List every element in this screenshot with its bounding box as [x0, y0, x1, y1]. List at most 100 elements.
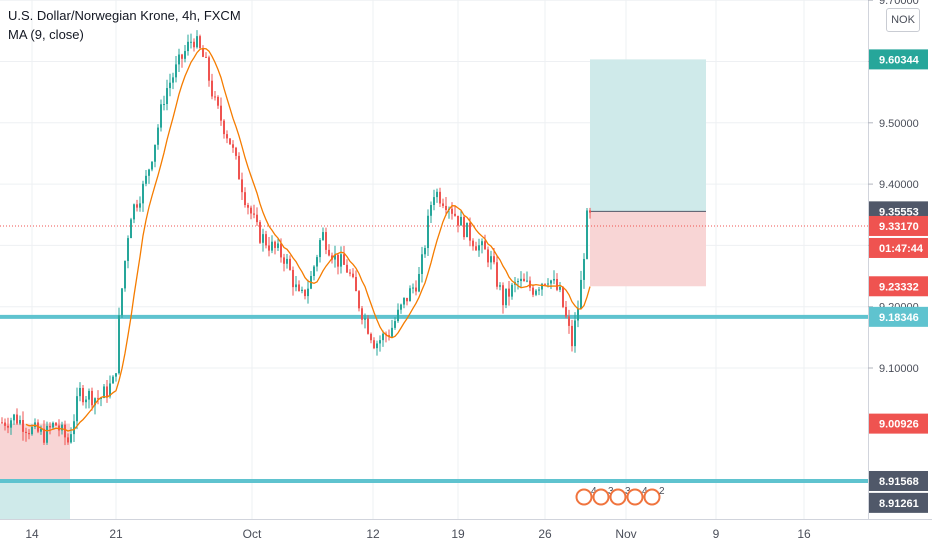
candle-body — [130, 219, 132, 239]
candle-body — [133, 204, 135, 220]
candle-body — [556, 278, 558, 290]
candle-body — [268, 245, 270, 251]
price-axis[interactable] — [868, 0, 932, 550]
candle-body — [442, 203, 444, 206]
ma-line — [25, 47, 591, 432]
candle-body — [394, 321, 396, 328]
candle-body — [124, 260, 126, 289]
candle-body — [433, 197, 435, 206]
candle-body — [256, 214, 258, 223]
candle-body — [313, 266, 315, 276]
candle-body — [145, 175, 147, 184]
candle-body — [244, 192, 246, 206]
indicator-title[interactable]: MA (9, close) — [8, 27, 84, 42]
candle-body — [217, 96, 219, 106]
candle-body — [85, 399, 87, 403]
candle-body — [304, 289, 306, 297]
candle-body — [13, 414, 15, 421]
candle-body — [298, 284, 300, 292]
price-tick-label: 9.40000 — [879, 179, 919, 191]
candle-body — [589, 210, 591, 213]
time-tick-label: 12 — [366, 527, 380, 541]
candle-body — [166, 88, 168, 105]
candle-body — [169, 82, 171, 89]
price-tick-label: 9.70000 — [879, 0, 919, 7]
candle-body — [427, 215, 429, 249]
candle-body — [265, 234, 267, 246]
event-marker-count: 3 — [608, 486, 614, 497]
candle-body — [475, 246, 477, 251]
candle-body — [577, 308, 579, 321]
event-marker-count: 3 — [625, 486, 631, 497]
candle-body — [208, 57, 210, 81]
stop-zone — [590, 211, 706, 287]
candle-body — [100, 397, 102, 399]
candle-body — [88, 390, 90, 400]
candle-body — [205, 56, 207, 58]
candle-body — [193, 41, 195, 48]
candle-body — [493, 256, 495, 263]
candle-body — [355, 276, 357, 292]
candle-body — [160, 104, 162, 128]
candle-body — [190, 41, 192, 43]
candle-body — [352, 273, 354, 277]
candle-body — [553, 278, 555, 281]
price-label-badge — [869, 492, 928, 513]
price-label-badge — [869, 413, 928, 434]
candle-body — [103, 386, 105, 398]
candle-body — [397, 309, 399, 322]
price-tick-label: 9.10000 — [879, 363, 919, 375]
candle-body — [487, 249, 489, 263]
candle-body — [430, 205, 432, 216]
candle-body — [19, 420, 21, 424]
price-label-badge — [869, 49, 928, 70]
candle-body — [517, 281, 519, 283]
candle-body — [274, 241, 276, 248]
chart-legend: U.S. Dollar/Norwegian Krone, 4h, FXCM MA… — [8, 6, 241, 44]
candle-body — [364, 318, 366, 320]
candle-body — [478, 245, 480, 251]
candle-body — [469, 222, 471, 241]
candle-body — [241, 179, 243, 193]
candle-body — [490, 256, 492, 263]
candle-body — [271, 241, 273, 251]
time-tick-label: Oct — [243, 527, 262, 541]
candle-body — [412, 287, 414, 289]
candle-body — [565, 307, 567, 317]
candle-body — [547, 283, 549, 285]
candle-body — [286, 258, 288, 264]
price-label-badge — [869, 276, 928, 297]
price-label: 8.91568 — [879, 476, 919, 488]
candle-body — [526, 280, 528, 282]
candle-body — [277, 243, 279, 248]
candle-body — [400, 304, 402, 310]
currency-button[interactable]: NOK — [886, 8, 920, 32]
price-label: 9.18346 — [879, 312, 919, 324]
symbol-title[interactable]: U.S. Dollar/Norwegian Krone, 4h, FXCM — [8, 8, 241, 23]
time-tick-label: 26 — [538, 527, 552, 541]
time-tick-label: 19 — [451, 527, 465, 541]
candle-body — [358, 291, 360, 309]
candle-body — [4, 422, 6, 426]
candle-body — [496, 262, 498, 287]
price-label-badge — [869, 237, 928, 258]
candle-body — [295, 284, 297, 288]
price-label: 9.33170 — [879, 221, 919, 233]
event-marker — [609, 488, 627, 506]
candle-body — [199, 36, 201, 49]
candle-body — [559, 286, 561, 290]
candle-body — [235, 147, 237, 156]
candle-body — [64, 424, 66, 438]
candle-body — [121, 288, 123, 316]
candle-body — [139, 203, 141, 208]
candle-body — [373, 340, 375, 349]
candle-body — [520, 278, 522, 282]
price-axis-labels: 9.60344 9.35553 9.33170 01:47:44 9.23332 9.18… — [869, 49, 928, 513]
horizontal-lines[interactable] — [0, 225, 868, 483]
candle-body — [379, 340, 381, 344]
candle-body — [43, 428, 45, 443]
candle-body — [31, 426, 33, 435]
chart-grid — [0, 0, 868, 519]
